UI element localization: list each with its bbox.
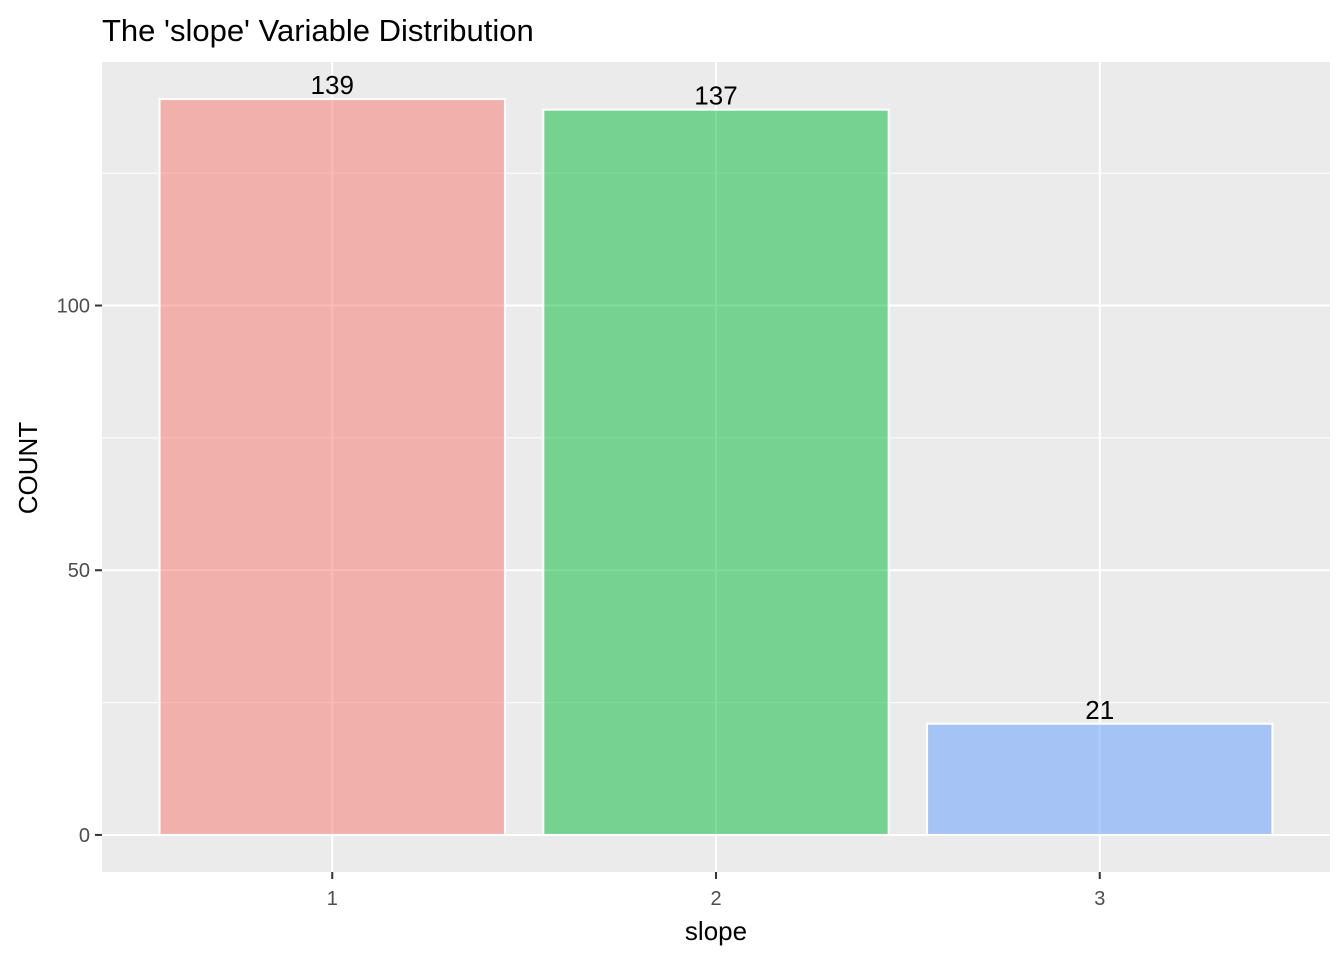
bar-2 bbox=[542, 108, 890, 836]
y-tick-label: 0 bbox=[79, 825, 90, 847]
bar-1 bbox=[158, 98, 506, 836]
data-labels: 139 137 21 bbox=[311, 70, 1115, 725]
x-tick-label: 3 bbox=[1094, 888, 1105, 910]
y-tick-label: 100 bbox=[57, 296, 90, 318]
x-tick-label: 1 bbox=[327, 888, 338, 910]
bars bbox=[158, 98, 1274, 836]
data-label-3: 21 bbox=[1085, 695, 1114, 725]
y-axis-title: COUNT bbox=[13, 422, 43, 515]
data-label-1: 139 bbox=[311, 70, 354, 100]
y-tick-label: 50 bbox=[68, 560, 90, 582]
y-axis: 0 50 100 bbox=[57, 296, 102, 847]
x-tick-label: 2 bbox=[710, 888, 721, 910]
data-label-2: 137 bbox=[694, 81, 737, 111]
x-axis: 1 2 3 bbox=[327, 872, 1105, 910]
bar-3 bbox=[926, 722, 1274, 836]
chart-title: The 'slope' Variable Distribution bbox=[102, 13, 534, 48]
x-axis-title: slope bbox=[685, 916, 747, 946]
